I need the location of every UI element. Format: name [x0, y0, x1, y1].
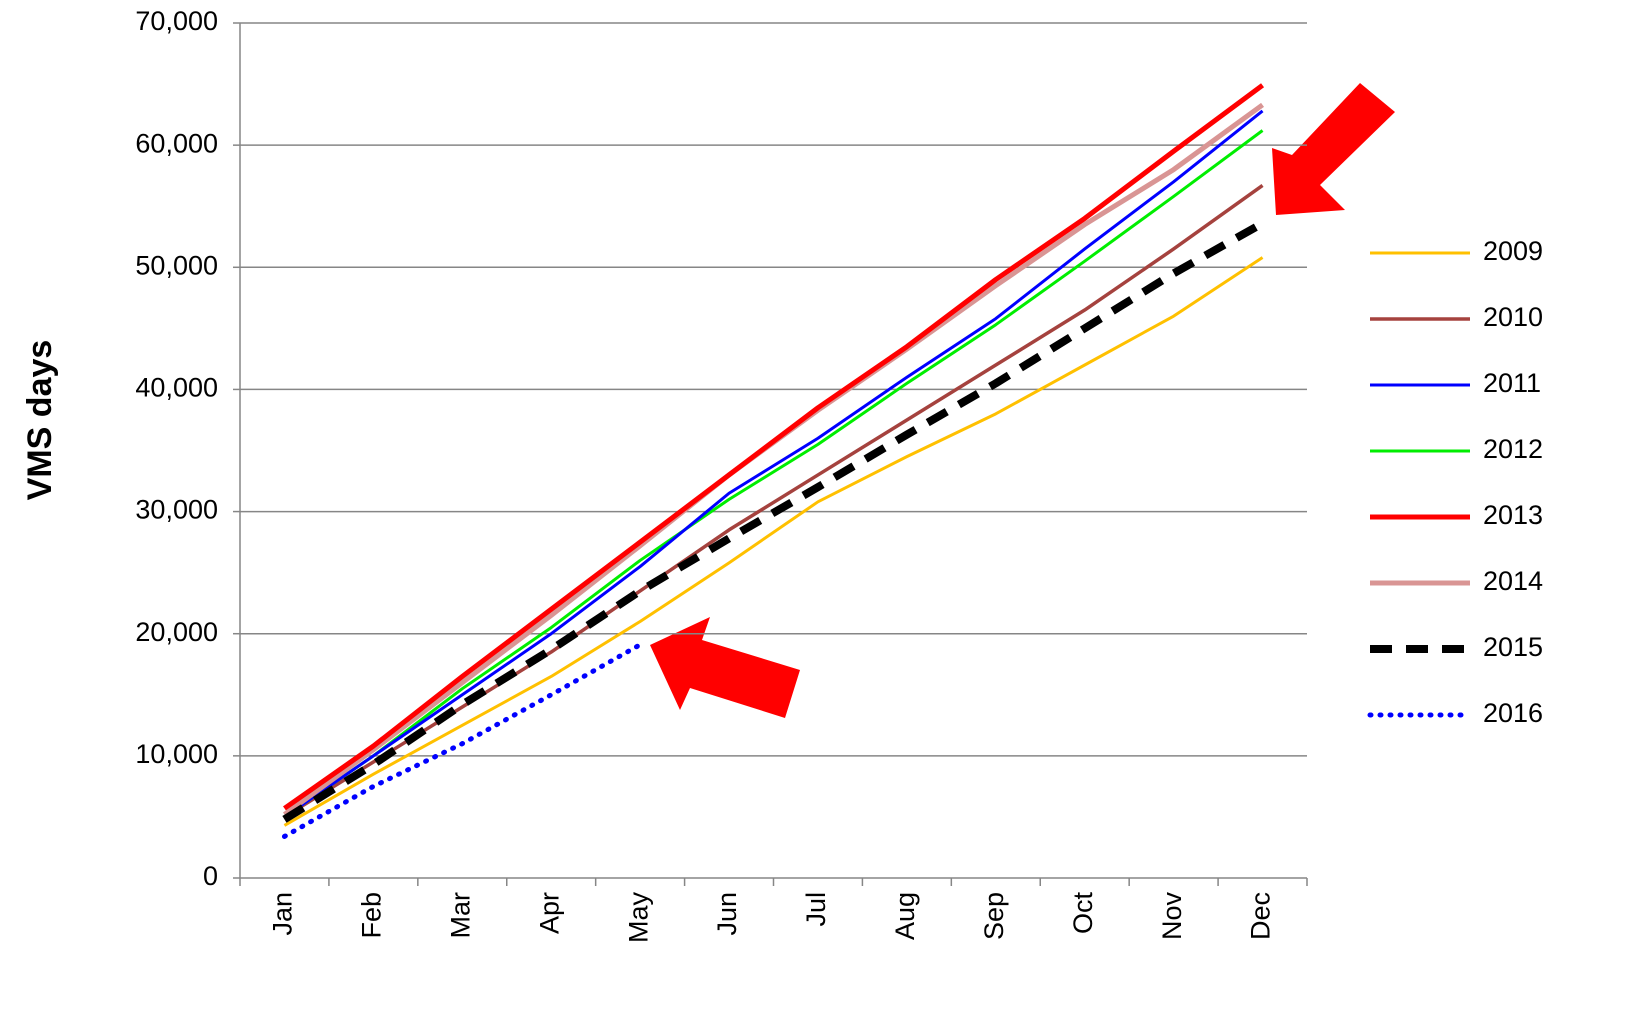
x-tick-label: Sep: [979, 892, 1009, 940]
series-line: [282, 219, 1265, 823]
legend-label: 2012: [1483, 434, 1543, 464]
series-line: [283, 256, 1264, 827]
series-line: [283, 83, 1265, 811]
series-line: [283, 184, 1264, 819]
x-tick-label: Jun: [712, 892, 742, 936]
series-line: [281, 642, 643, 839]
y-tick-label: 10,000: [135, 739, 218, 769]
legend-label: 2015: [1483, 632, 1543, 662]
legend-label: 2014: [1483, 566, 1543, 596]
y-tick-label: 0: [203, 861, 218, 891]
x-tick-label: Dec: [1246, 892, 1276, 940]
x-tick-label: May: [623, 892, 653, 944]
x-tick-label: Jul: [801, 892, 831, 927]
y-tick-label: 20,000: [135, 617, 218, 647]
y-tick-label: 40,000: [135, 373, 218, 403]
x-tick-label: Feb: [357, 892, 387, 939]
series-line: [283, 109, 1264, 819]
x-tick-label: Oct: [1068, 892, 1098, 935]
arrow: [1272, 83, 1395, 215]
series-line: [283, 129, 1264, 819]
legend-label: 2010: [1483, 302, 1543, 332]
legend-label: 2016: [1483, 698, 1543, 728]
y-axis-title: VMS days: [21, 340, 59, 501]
x-tick-label: Nov: [1157, 892, 1187, 941]
legend-label: 2009: [1483, 236, 1543, 266]
legend-label: 2011: [1483, 368, 1541, 398]
legend-label: 2013: [1483, 500, 1543, 530]
arrow: [650, 617, 800, 718]
y-tick-label: 30,000: [135, 495, 218, 525]
x-tick-label: Mar: [445, 892, 475, 939]
y-tick-label: 50,000: [135, 250, 218, 280]
x-tick-label: Aug: [890, 892, 920, 940]
y-tick-label: 70,000: [135, 6, 218, 36]
x-tick-label: Jan: [268, 892, 298, 936]
x-tick-label: Apr: [534, 892, 564, 934]
y-tick-label: 60,000: [135, 128, 218, 158]
